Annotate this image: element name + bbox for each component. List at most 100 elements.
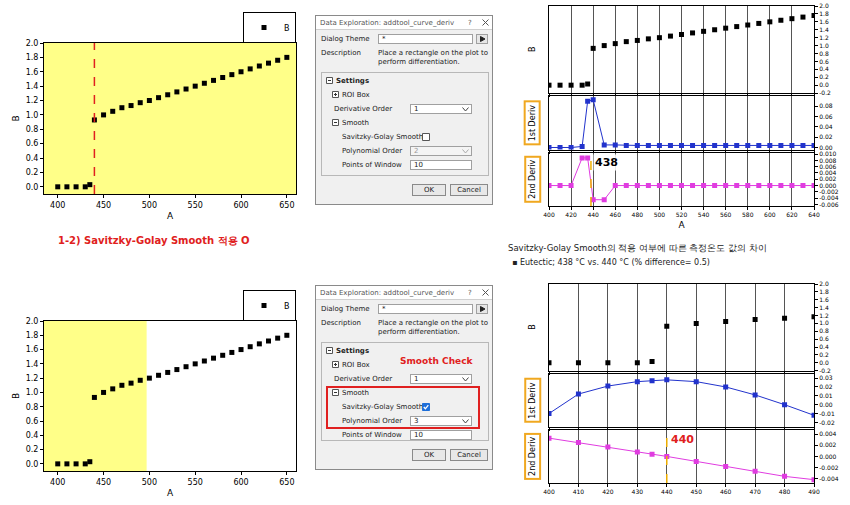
svg-text:420: 420 (602, 488, 614, 495)
svg-text:420: 420 (565, 211, 577, 218)
svg-text:0.8: 0.8 (819, 50, 829, 57)
svg-text:0.000: 0.000 (819, 453, 836, 460)
svg-text:B: B (284, 24, 290, 33)
svg-text:1.8: 1.8 (26, 53, 39, 62)
svg-text:400: 400 (543, 211, 555, 218)
svg-text:2.0: 2.0 (819, 2, 829, 9)
svg-text:0.01: 0.01 (819, 392, 833, 399)
svg-text:0.00: 0.00 (819, 401, 833, 408)
svg-text:A: A (167, 488, 174, 498)
svg-text:580: 580 (742, 211, 754, 218)
svg-text:520: 520 (676, 211, 688, 218)
svg-text:0.0: 0.0 (819, 81, 829, 88)
svg-text:1.2: 1.2 (819, 34, 829, 41)
svg-text:0.00: 0.00 (819, 144, 833, 151)
svg-text:B: B (528, 47, 537, 53)
svg-text:1.0: 1.0 (819, 42, 829, 49)
svg-text:460: 460 (720, 488, 732, 495)
svg-text:500: 500 (654, 211, 666, 218)
svg-text:1.4: 1.4 (819, 26, 829, 33)
svg-text:2.0: 2.0 (26, 39, 39, 48)
svg-text:2.0: 2.0 (819, 280, 829, 287)
svg-text:640: 640 (808, 211, 820, 218)
svg-text:480: 480 (779, 488, 791, 495)
svg-text:0.6: 0.6 (26, 139, 39, 148)
svg-text:0.4: 0.4 (26, 431, 39, 440)
svg-text:-0.002: -0.002 (819, 464, 839, 471)
svg-text:0.6: 0.6 (819, 335, 829, 342)
svg-text:1st Deriv: 1st Deriv (528, 105, 537, 142)
svg-text:0.6: 0.6 (26, 417, 39, 426)
svg-text:0.2: 0.2 (819, 351, 829, 358)
svg-text:0.4: 0.4 (819, 65, 829, 72)
svg-text:0.8: 0.8 (819, 327, 829, 334)
svg-text:1.0: 1.0 (819, 319, 829, 326)
svg-text:500: 500 (142, 201, 157, 210)
svg-text:B: B (284, 302, 290, 311)
svg-text:650: 650 (279, 201, 294, 210)
svg-text:1.8: 1.8 (26, 331, 39, 340)
svg-text:1.8: 1.8 (819, 10, 829, 17)
svg-text:430: 430 (632, 488, 644, 495)
svg-text:0.002: 0.002 (819, 175, 836, 182)
svg-text:0.000: 0.000 (819, 182, 836, 189)
svg-text:440: 440 (671, 433, 694, 446)
svg-text:B: B (528, 324, 537, 330)
svg-text:650: 650 (279, 478, 294, 487)
svg-text:0.008: 0.008 (819, 157, 836, 164)
svg-text:450: 450 (96, 478, 111, 487)
svg-text:0.8: 0.8 (26, 403, 39, 412)
svg-text:-0.004: -0.004 (819, 194, 839, 201)
svg-text:-0.006: -0.006 (819, 201, 839, 208)
svg-text:410: 410 (573, 488, 585, 495)
svg-text:440: 440 (587, 211, 599, 218)
svg-text:550: 550 (188, 478, 203, 487)
svg-text:0.006: 0.006 (819, 163, 836, 170)
svg-text:540: 540 (698, 211, 710, 218)
svg-text:-0.02: -0.02 (819, 419, 835, 426)
svg-text:0.4: 0.4 (26, 154, 39, 163)
svg-text:0.4: 0.4 (819, 343, 829, 350)
svg-text:0.0: 0.0 (819, 359, 829, 366)
svg-text:0.0: 0.0 (26, 183, 39, 192)
svg-text:0.004: 0.004 (819, 169, 836, 176)
svg-text:0.8: 0.8 (26, 125, 39, 134)
svg-text:400: 400 (50, 201, 65, 210)
svg-text:450: 450 (690, 488, 702, 495)
svg-text:0.2: 0.2 (819, 73, 829, 80)
svg-text:440: 440 (661, 488, 673, 495)
svg-text:438: 438 (595, 156, 618, 169)
svg-text:2.0: 2.0 (26, 317, 39, 326)
svg-text:B: B (11, 115, 21, 121)
svg-text:550: 550 (188, 201, 203, 210)
svg-text:A: A (678, 220, 685, 230)
svg-text:0.06: 0.06 (819, 113, 833, 120)
svg-text:1.2: 1.2 (819, 312, 829, 319)
svg-text:-0.004: -0.004 (819, 475, 839, 482)
svg-text:560: 560 (720, 211, 732, 218)
svg-text:-0.01: -0.01 (819, 410, 835, 417)
svg-text:450: 450 (96, 201, 111, 210)
svg-text:500: 500 (142, 478, 157, 487)
svg-text:1.0: 1.0 (26, 111, 39, 120)
svg-text:A: A (167, 211, 174, 221)
svg-text:490: 490 (808, 488, 820, 495)
svg-text:0.2: 0.2 (26, 168, 39, 177)
svg-text:400: 400 (543, 488, 555, 495)
svg-text:-0.002: -0.002 (819, 188, 839, 195)
svg-text:1.8: 1.8 (819, 288, 829, 295)
svg-text:600: 600 (233, 478, 248, 487)
svg-text:1.4: 1.4 (26, 360, 39, 369)
svg-text:400: 400 (50, 478, 65, 487)
svg-text:480: 480 (632, 211, 644, 218)
svg-text:0.0: 0.0 (26, 460, 39, 469)
svg-text:-0.2: -0.2 (819, 367, 831, 374)
svg-text:B: B (11, 393, 21, 399)
svg-text:1.4: 1.4 (26, 82, 39, 91)
svg-text:620: 620 (786, 211, 798, 218)
svg-text:0.002: 0.002 (819, 441, 836, 448)
svg-text:2nd Deriv: 2nd Deriv (528, 437, 537, 476)
svg-text:0.6: 0.6 (819, 58, 829, 65)
svg-text:1.2: 1.2 (26, 374, 39, 383)
svg-text:1.2: 1.2 (26, 96, 39, 105)
